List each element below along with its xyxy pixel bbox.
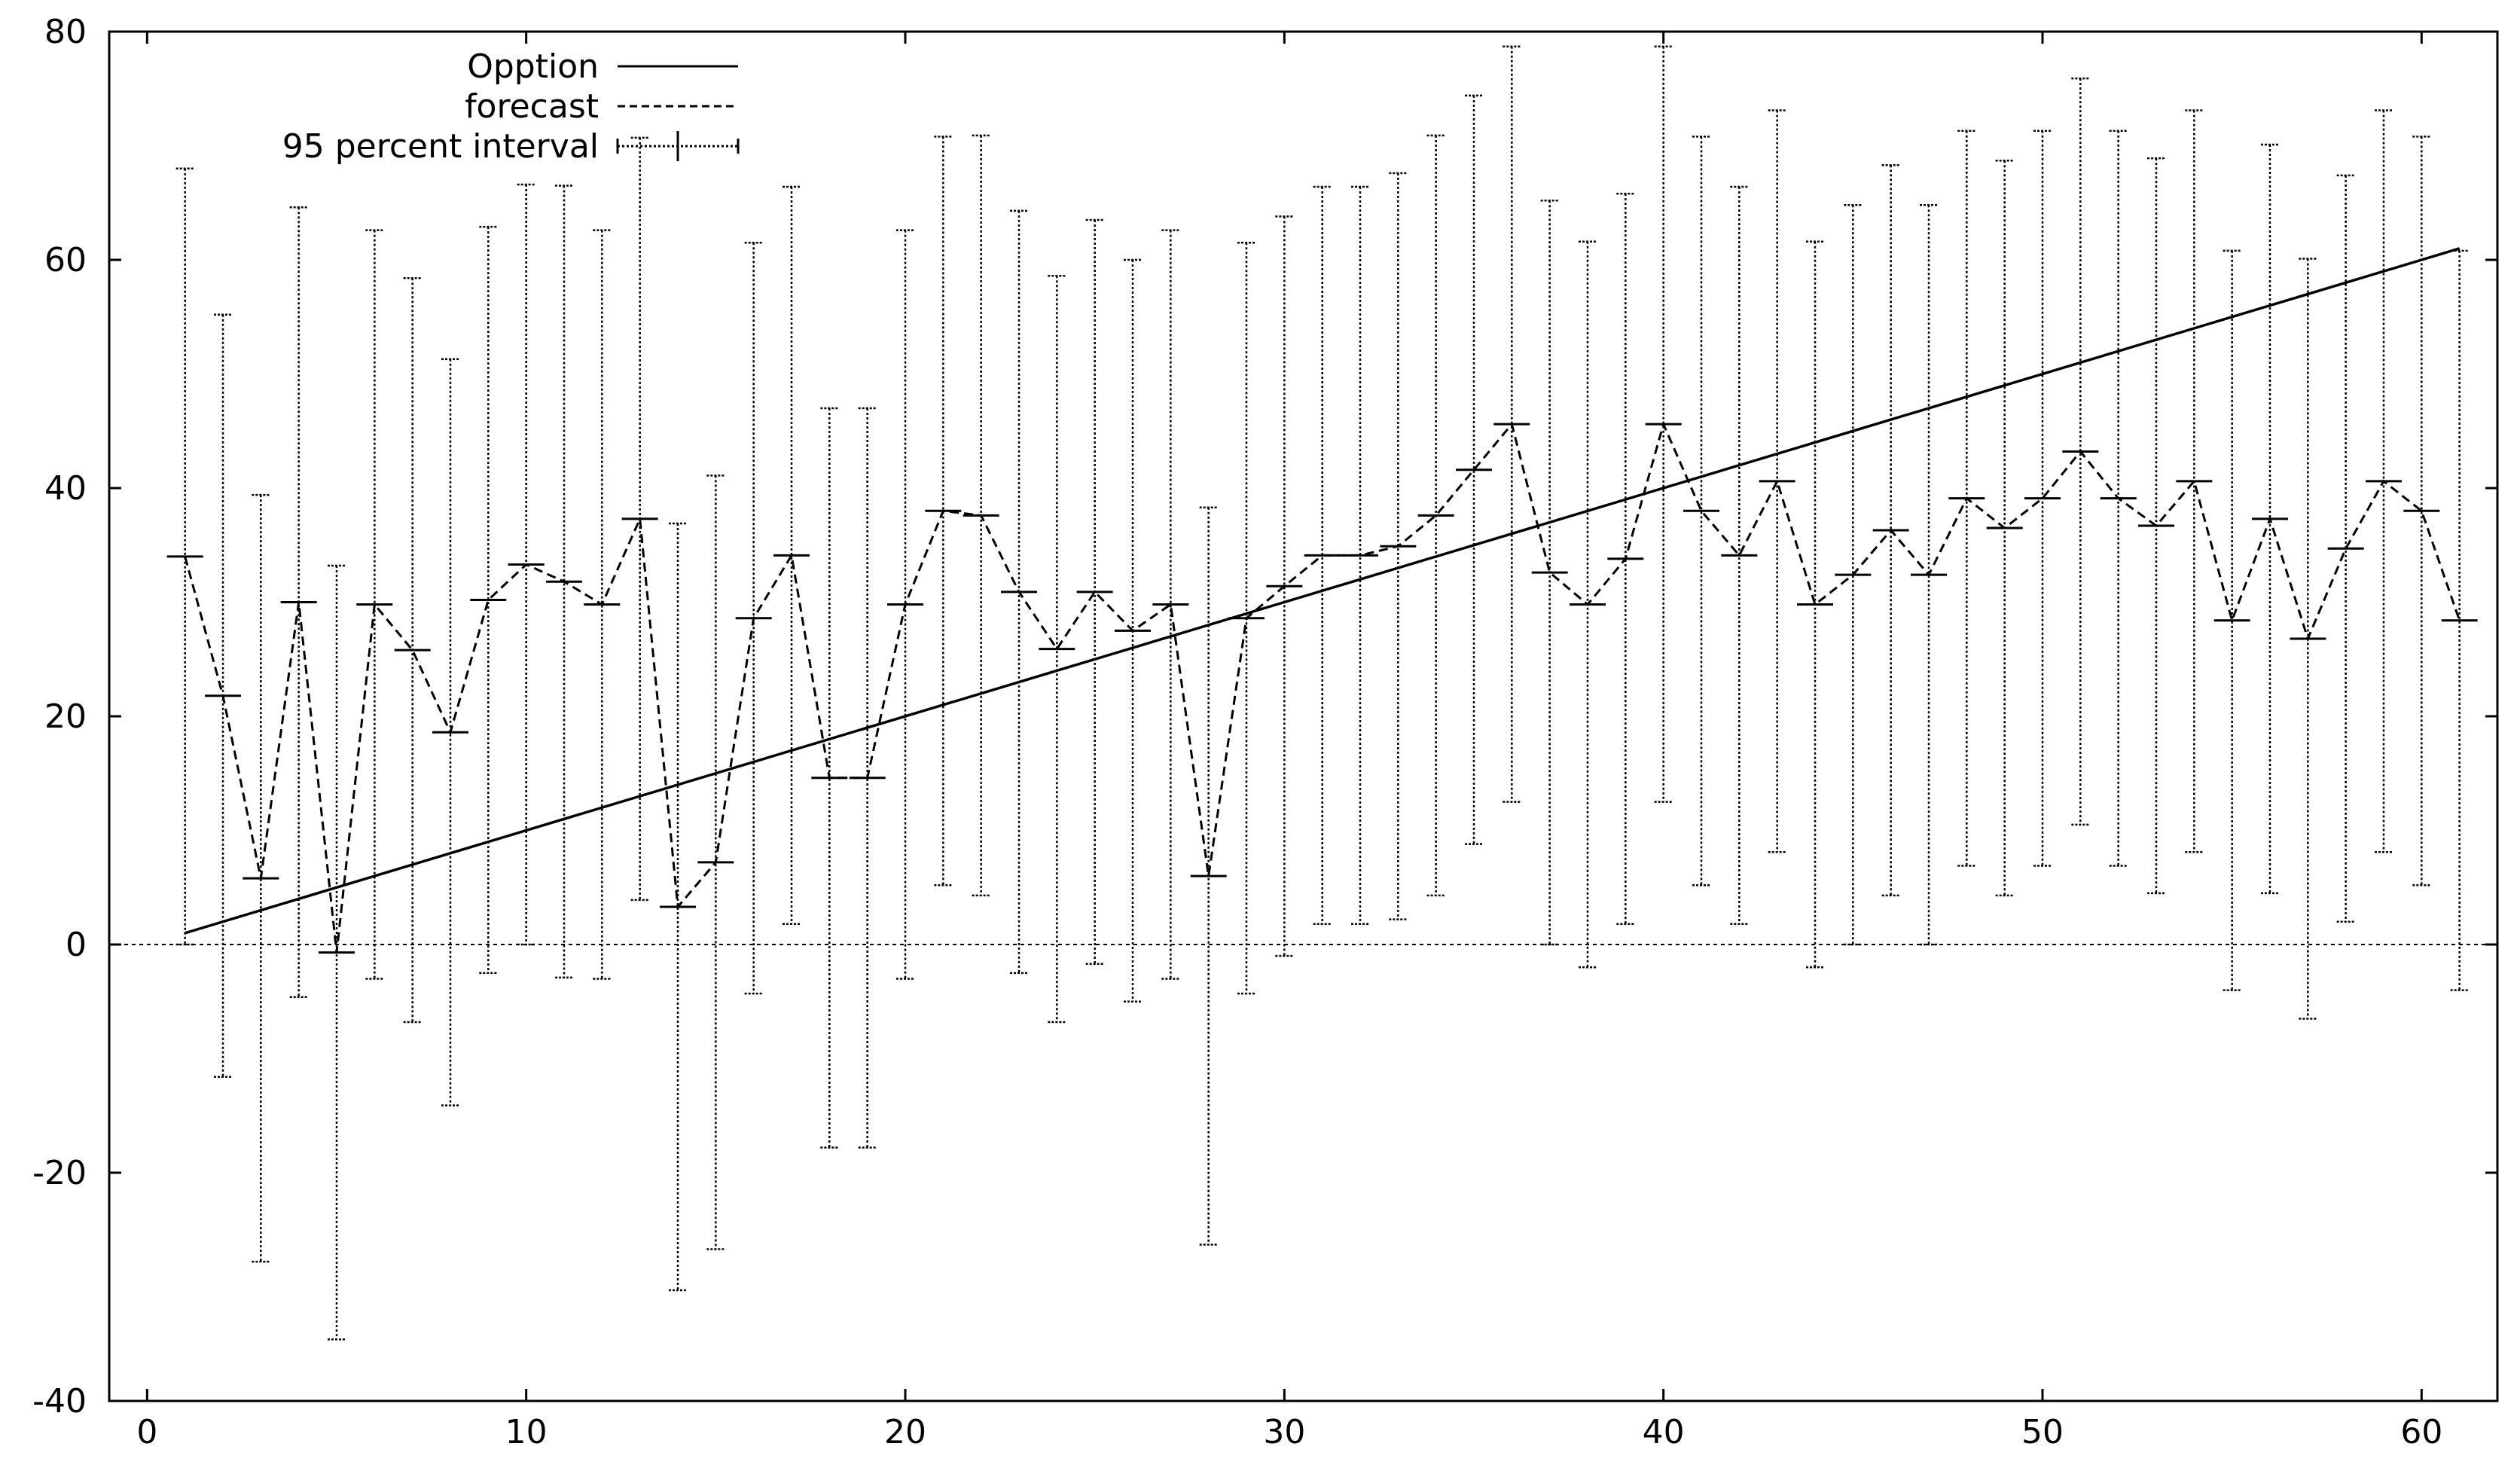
x-tick-label: 60 xyxy=(2400,1413,2442,1451)
y-tick-label: 80 xyxy=(44,13,87,51)
forecast-markers xyxy=(166,423,2478,954)
x-tick-label: 50 xyxy=(2021,1413,2064,1451)
y-tick-label: 0 xyxy=(66,926,87,964)
y-tick-label: 40 xyxy=(44,469,87,508)
y-tick-label: 60 xyxy=(44,241,87,279)
series-line-opption xyxy=(185,247,2461,935)
plot-frame xyxy=(108,30,2499,1402)
x-tick-label: 40 xyxy=(1643,1413,1685,1451)
legend: Opption forecast 95 percent interval xyxy=(282,47,740,166)
y-tick-label: -40 xyxy=(32,1382,87,1421)
axis-ticks: 0 10 20 30 40 50 60 -40 -20 0 20 40 60 80 xyxy=(32,13,2497,1451)
x-tick-label: 0 xyxy=(136,1413,157,1451)
legend-label-opption: Opption xyxy=(467,47,599,86)
x-tick-label: 30 xyxy=(1263,1413,1305,1451)
y-tick-label: -20 xyxy=(32,1154,87,1192)
x-tick-label: 10 xyxy=(505,1413,548,1451)
legend-label-forecast: forecast xyxy=(465,87,599,126)
legend-label-interval: 95 percent interval xyxy=(282,127,599,166)
y-tick-label: 20 xyxy=(44,697,87,736)
x-tick-label: 20 xyxy=(884,1413,926,1451)
interval-bars xyxy=(175,45,2469,1341)
